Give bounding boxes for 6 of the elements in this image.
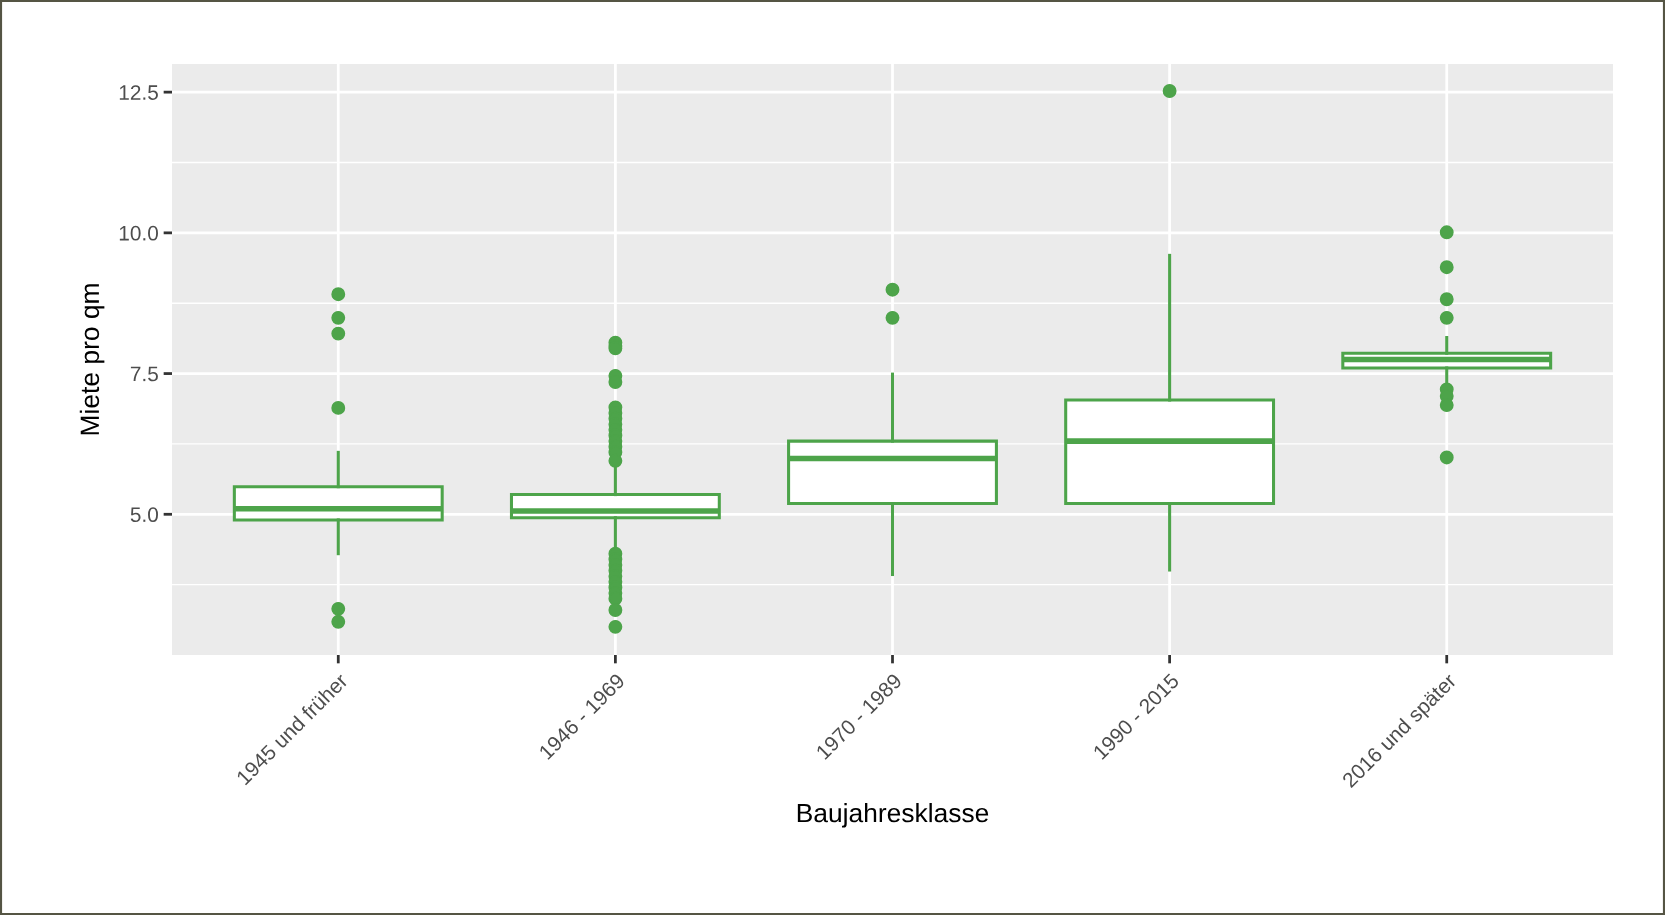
y-tick-label: 5.0: [130, 507, 158, 523]
y-tick-label: 12.5: [119, 85, 158, 100]
y-tick-label: 10.0: [119, 225, 158, 241]
y-tick-label: 7.5: [130, 366, 158, 382]
y-axis-title: Miete pro qm: [79, 284, 105, 435]
x-axis-title: Baujahresklasse: [797, 802, 989, 828]
